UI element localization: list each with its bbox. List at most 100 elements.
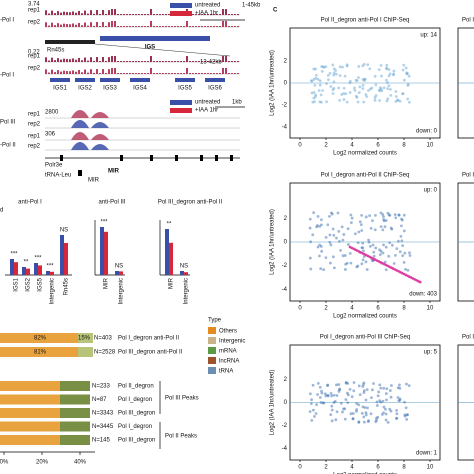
- point: [394, 254, 397, 257]
- point: [350, 221, 353, 224]
- label: IGS1: [53, 86, 67, 92]
- stack-seg: [60, 435, 90, 445]
- track-signal: [141, 26, 143, 27]
- track-signal: [153, 61, 155, 62]
- point: [387, 421, 390, 424]
- igs-box: [175, 78, 195, 82]
- point: [374, 75, 377, 78]
- track-signal: [114, 56, 116, 62]
- track-signal: [93, 61, 95, 62]
- point: [346, 401, 349, 404]
- label: d: [0, 208, 3, 214]
- point: [352, 389, 355, 392]
- legend-swatch: [208, 337, 216, 344]
- label: -4: [282, 125, 288, 131]
- point: [320, 93, 323, 96]
- track-signal: [84, 58, 86, 62]
- point: [338, 240, 341, 243]
- label: Pol I_degron anti-Pol III ChIP-Seq: [320, 335, 410, 341]
- label: -Pol I: [0, 18, 14, 24]
- track-signal: [177, 26, 179, 27]
- igs-box: [50, 78, 70, 82]
- point: [309, 227, 312, 230]
- label: 8: [402, 306, 406, 312]
- point: [333, 394, 336, 397]
- point: [380, 64, 383, 67]
- track-signal: [162, 14, 164, 15]
- bar: [14, 262, 18, 275]
- bar: [10, 259, 14, 275]
- stack-seg: [60, 408, 90, 418]
- point: [366, 406, 369, 409]
- label: IGS2: [78, 86, 92, 92]
- track-signal: [141, 14, 143, 15]
- track-signal: [207, 26, 209, 27]
- point: [403, 261, 406, 264]
- legend-swatch: [170, 108, 192, 113]
- label: 0: [298, 465, 302, 471]
- point: [374, 247, 377, 250]
- point: [390, 384, 393, 387]
- point: [368, 214, 371, 217]
- label: 10: [427, 306, 434, 312]
- track-signal: [147, 14, 149, 15]
- stack-seg: [0, 422, 60, 432]
- track-signal: [180, 26, 182, 27]
- track-signal: [117, 14, 119, 15]
- track-signal: [153, 14, 155, 15]
- label: down: 0: [416, 129, 438, 135]
- track-signal: [159, 26, 161, 27]
- track-signal: [75, 25, 77, 27]
- point: [350, 412, 353, 415]
- point: [349, 214, 352, 217]
- label: 3.74: [28, 2, 40, 8]
- point: [405, 67, 408, 70]
- point: [343, 87, 346, 90]
- point: [322, 402, 325, 405]
- point: [344, 75, 347, 78]
- track-signal: [66, 12, 68, 15]
- point: [315, 74, 318, 77]
- point: [318, 225, 321, 228]
- point: [403, 214, 406, 217]
- label: Pol I_degron anti-Pol II: [118, 336, 179, 342]
- point: [402, 64, 405, 67]
- point: [359, 393, 362, 396]
- track-signal: [156, 61, 158, 62]
- label: Pol I_degron: [462, 18, 474, 24]
- point: [325, 256, 328, 259]
- point: [352, 417, 355, 420]
- track-signal: [135, 61, 137, 62]
- point: [408, 251, 411, 254]
- point: [350, 262, 353, 265]
- track-signal: [120, 14, 122, 15]
- stack-seg: [0, 408, 60, 418]
- track-signal: [57, 58, 59, 62]
- point: [395, 95, 398, 98]
- point: [379, 253, 382, 256]
- label: down: 403: [409, 292, 437, 298]
- point: [388, 74, 391, 77]
- point: [328, 234, 331, 237]
- point: [365, 399, 368, 402]
- stack-seg: [60, 381, 90, 391]
- label: -Pol II: [0, 143, 16, 149]
- track-signal: [126, 26, 128, 27]
- exon: [150, 155, 153, 161]
- track-signal: [162, 61, 164, 62]
- label: N=3445: [92, 424, 114, 430]
- bar: [169, 243, 173, 275]
- point: [328, 215, 331, 218]
- point: [371, 219, 374, 222]
- point: [320, 250, 323, 253]
- label: Pol III Peaks: [165, 396, 199, 402]
- track-signal: [231, 14, 233, 15]
- track-signal: [204, 26, 206, 27]
- label: rep2: [28, 20, 41, 26]
- track-signal: [177, 61, 179, 62]
- label: NS: [115, 264, 123, 270]
- point: [356, 265, 359, 268]
- track-signal: [114, 68, 116, 74]
- label: 8: [402, 465, 406, 471]
- point: [357, 101, 360, 104]
